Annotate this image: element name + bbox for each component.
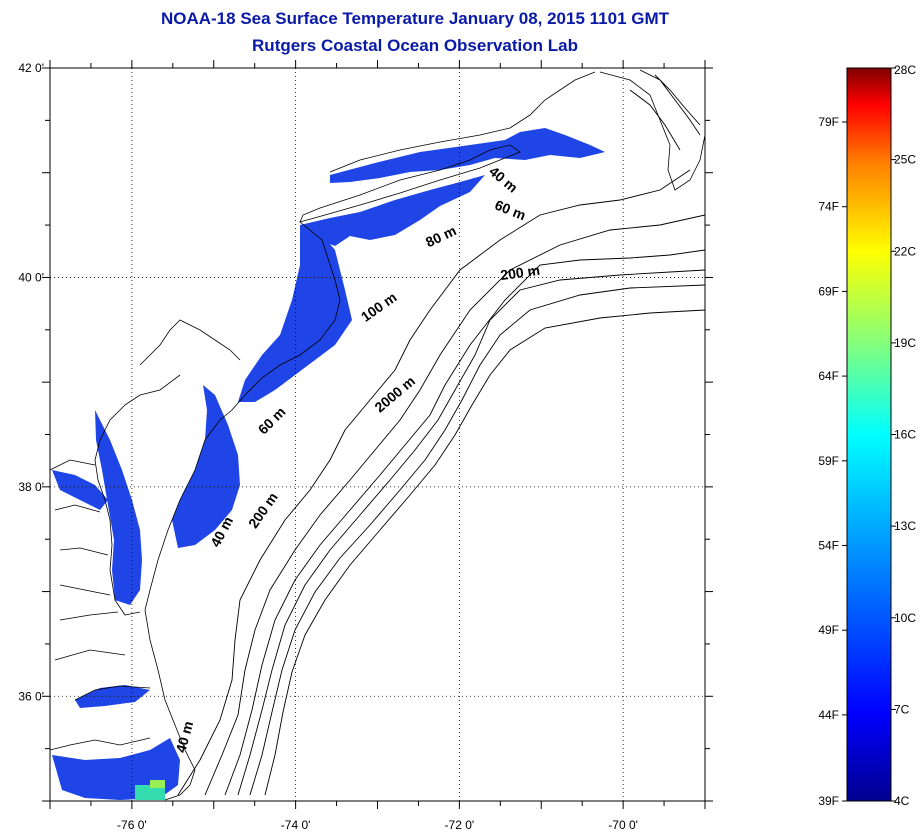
coastline-cape-cod xyxy=(599,71,706,191)
colorbar-celsius-label: 16C xyxy=(894,428,916,442)
colorbar-celsius-label: 7C xyxy=(894,702,910,716)
sst-patch-long-island-sound xyxy=(330,128,605,183)
colorbar-fahrenheit-label: 79F xyxy=(818,115,839,129)
coastline-chesapeake-west xyxy=(94,374,181,616)
colorbar-fahrenheit-label: 59F xyxy=(818,454,839,468)
isobaths xyxy=(177,69,706,796)
sst-patch-chesapeake-bay xyxy=(95,410,142,605)
colorbar-celsius-label: 19C xyxy=(894,336,916,350)
sst-patch-delmarva-shelf xyxy=(172,385,240,548)
colorbar-fahrenheit-label: 49F xyxy=(818,623,839,637)
isobath-100m xyxy=(237,269,706,796)
coastline-virginia-nc xyxy=(144,609,196,801)
sst-patch-ny-bight xyxy=(300,175,485,246)
isobath-40m xyxy=(177,169,691,796)
isobath-label: 100 m xyxy=(358,289,400,325)
isobath-80m xyxy=(224,249,706,796)
isobath-label: 80 m xyxy=(423,222,459,250)
isobath-label: 40 m xyxy=(486,163,521,196)
lat-tick-label: 40 0' xyxy=(18,270,44,284)
coastline-nj xyxy=(231,221,341,411)
colorbar-celsius-label: 10C xyxy=(894,611,916,625)
map-subtitle: Rutgers Coastal Ocean Observation Lab xyxy=(252,36,578,55)
isobath-label: 2000 m xyxy=(371,373,418,416)
map-ticks: 42 0' 40 0' 38 0' 36 0' -76 0' -74 0' -72 0' -7… xyxy=(18,60,713,832)
sst-data-layer xyxy=(52,128,605,800)
colorbar-celsius-label: 25C xyxy=(894,153,916,167)
colorbar-fahrenheit-label: 39F xyxy=(818,794,839,808)
colorbar-celsius-label: 22C xyxy=(894,244,916,258)
isobath-60m xyxy=(204,214,706,796)
sst-patch-potomac xyxy=(52,470,108,510)
coastline-delaware-bay xyxy=(139,319,241,366)
lon-tick-label: -76 0' xyxy=(117,818,147,832)
lat-tick-label: 38 0' xyxy=(18,480,44,494)
isobath-2000m xyxy=(264,309,706,796)
lon-tick-label: -74 0' xyxy=(281,818,311,832)
sst-patch-pamlico xyxy=(52,738,180,800)
lon-tick-label: -72 0' xyxy=(445,818,475,832)
sst-patch-albemarle xyxy=(75,685,150,708)
isobath-label: 200 m xyxy=(499,262,541,283)
sst-pixel-warm xyxy=(135,785,165,800)
isobath-label: 200 m xyxy=(245,489,281,531)
coastline-long-island xyxy=(299,144,521,223)
isobath-200m xyxy=(249,284,706,796)
colorbar xyxy=(846,67,892,802)
colorbar-celsius-label: 4C xyxy=(894,794,910,808)
sst-patch-nj-shelf xyxy=(238,225,352,402)
colorbar-fahrenheit-label: 64F xyxy=(818,369,839,383)
map-title: NOAA-18 Sea Surface Temperature January … xyxy=(160,9,670,28)
sst-warm-patch xyxy=(135,780,165,800)
colorbar-celsius-label: 13C xyxy=(894,519,916,533)
coastline-chesapeake-tribs xyxy=(49,459,126,661)
coastline xyxy=(49,71,706,801)
colorbar-fahrenheit-label: 69F xyxy=(818,284,839,298)
coastline-nc-sounds xyxy=(49,685,151,751)
colorbar-fahrenheit-label: 74F xyxy=(818,200,839,214)
isobath-canyons xyxy=(629,69,701,151)
coastline-connecticut xyxy=(329,71,596,173)
colorbar-fahrenheit-label: 44F xyxy=(818,708,839,722)
lat-tick-label: 42 0' xyxy=(18,61,44,75)
colorbar-labels: 28C 25C 22C 19C 16C 13C 10C 7C 4C 79F 74F 69F 64F 59F… xyxy=(818,63,916,808)
isobath-label: 60 m xyxy=(255,404,289,438)
coastline-delmarva xyxy=(144,409,233,611)
lat-tick-label: 36 0' xyxy=(18,689,44,703)
sst-pixel-warm xyxy=(150,780,165,788)
isobath-label: 40 m xyxy=(172,719,196,754)
lon-tick-label: -70 0' xyxy=(608,818,638,832)
colorbar-fahrenheit-label: 54F xyxy=(818,539,839,553)
colorbar-celsius-label: 28C xyxy=(894,63,916,77)
isobath-label: 60 m xyxy=(493,197,529,224)
